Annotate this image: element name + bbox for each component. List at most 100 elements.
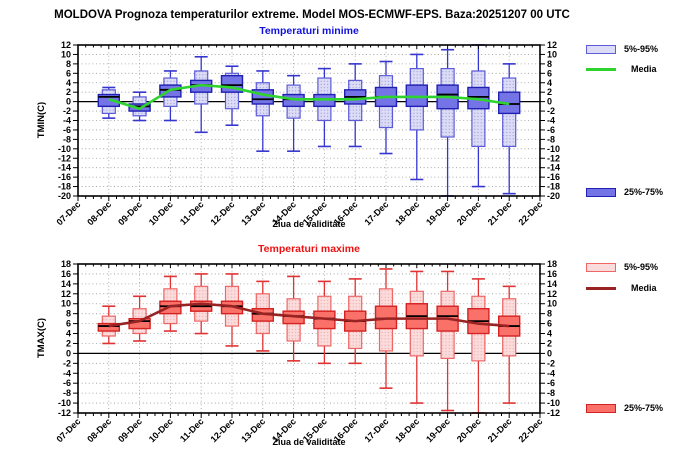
- box-19-Dec: [436, 48, 459, 197]
- tmin-25-75-swatch: [586, 187, 616, 197]
- svg-text:18: 18: [61, 259, 71, 269]
- svg-text:0: 0: [547, 348, 552, 358]
- svg-text:-4: -4: [63, 368, 71, 378]
- box-15-Dec: [313, 67, 336, 148]
- svg-text:8: 8: [66, 309, 71, 319]
- box-16-Dec: [344, 63, 367, 148]
- box-11-Dec: [189, 55, 213, 134]
- svg-text:-12: -12: [547, 153, 560, 163]
- tmax-x-axis-label: Ziua de validitate: [272, 437, 346, 447]
- tmin-legend-25-75: 25%-75%: [586, 187, 663, 197]
- box-series: [97, 268, 521, 414]
- svg-text:12: 12: [547, 40, 557, 50]
- svg-text:-6: -6: [63, 125, 71, 135]
- box-21-Dec: [498, 285, 521, 404]
- svg-text:6: 6: [66, 319, 71, 329]
- svg-text:-12: -12: [547, 408, 560, 418]
- svg-text:-2: -2: [63, 106, 71, 116]
- box-13-Dec: [251, 280, 275, 352]
- svg-text:-18: -18: [58, 182, 71, 192]
- svg-text:-18: -18: [547, 182, 560, 192]
- mean-line: [108, 302, 510, 328]
- page-title: MOLDOVA Prognoza temperaturilor extreme.…: [54, 9, 570, 21]
- tmin-5-95-swatch: [586, 44, 616, 54]
- svg-text:-16: -16: [547, 172, 560, 182]
- svg-text:2: 2: [547, 87, 552, 97]
- svg-text:10: 10: [61, 49, 71, 59]
- gridlines: [78, 264, 540, 413]
- box-17-Dec: [374, 268, 398, 389]
- svg-text:-10: -10: [547, 398, 560, 408]
- svg-text:10: 10: [61, 299, 71, 309]
- box-18-Dec: [405, 270, 428, 404]
- box-20-Dec: [467, 44, 490, 188]
- svg-text:2: 2: [66, 87, 71, 97]
- svg-text:2: 2: [547, 338, 552, 348]
- box-17-Dec: [374, 60, 398, 155]
- svg-text:-6: -6: [63, 378, 71, 388]
- box-14-Dec: [282, 74, 305, 152]
- tmax-5-95-label: 5%-95%: [624, 262, 659, 272]
- plot-border: [77, 263, 541, 414]
- box-12-Dec: [220, 65, 244, 127]
- svg-text:-14: -14: [547, 163, 560, 173]
- tmax-legend-media: Media: [586, 283, 657, 293]
- svg-text:-2: -2: [547, 358, 555, 368]
- tmax-25-75-swatch: [586, 403, 616, 413]
- tmin-5-95-label: 5%-95%: [624, 44, 659, 54]
- tmax-legend-25-75: 25%-75%: [586, 403, 663, 413]
- tmax-subtitle: Temperaturi maxime: [258, 243, 360, 255]
- svg-text:16: 16: [547, 269, 557, 279]
- svg-text:6: 6: [547, 319, 552, 329]
- tmin-media-label: Media: [631, 64, 657, 74]
- svg-text:-8: -8: [547, 388, 555, 398]
- tmin-x-axis-label: Ziua de validitate: [272, 219, 346, 229]
- axis-ticks: [73, 44, 545, 201]
- tmin-media-swatch: [586, 67, 616, 71]
- svg-text:0: 0: [66, 97, 71, 107]
- box-21-Dec: [498, 63, 521, 195]
- svg-text:8: 8: [547, 309, 552, 319]
- tmax-25-75-label: 25%-75%: [624, 403, 664, 413]
- svg-text:-20: -20: [58, 191, 71, 201]
- box-14-Dec: [282, 275, 305, 362]
- tmin-legend-5-95: 5%-95%: [586, 44, 658, 54]
- mean-line: [108, 83, 510, 111]
- svg-text:-10: -10: [58, 398, 71, 408]
- box-13-Dec: [251, 70, 275, 152]
- svg-text:4: 4: [66, 78, 71, 88]
- svg-text:-10: -10: [547, 144, 560, 154]
- svg-text:4: 4: [547, 78, 552, 88]
- svg-text:-10: -10: [58, 144, 71, 154]
- svg-text:0: 0: [547, 97, 552, 107]
- box-12-Dec: [220, 273, 244, 347]
- svg-text:12: 12: [61, 289, 71, 299]
- svg-text:14: 14: [547, 279, 557, 289]
- svg-text:-2: -2: [63, 358, 71, 368]
- svg-text:-14: -14: [58, 163, 71, 173]
- svg-text:16: 16: [61, 269, 71, 279]
- svg-text:12: 12: [547, 289, 557, 299]
- svg-text:-6: -6: [547, 378, 555, 388]
- gridlines: [78, 45, 540, 196]
- box-15-Dec: [313, 280, 336, 365]
- svg-text:4: 4: [66, 329, 71, 339]
- svg-text:-20: -20: [547, 191, 560, 201]
- svg-text:-8: -8: [63, 134, 71, 144]
- svg-text:-2: -2: [547, 106, 555, 116]
- tmax-5-95-swatch: [586, 262, 616, 272]
- svg-text:10: 10: [547, 49, 557, 59]
- svg-text:8: 8: [547, 59, 552, 69]
- svg-text:-8: -8: [63, 388, 71, 398]
- box-10-Dec: [159, 275, 182, 332]
- tmin-legend-media: Media: [586, 64, 657, 74]
- svg-text:-12: -12: [58, 153, 71, 163]
- box-18-Dec: [405, 53, 428, 181]
- svg-text:14: 14: [61, 279, 71, 289]
- box-20-Dec: [467, 278, 490, 414]
- svg-text:4: 4: [547, 329, 552, 339]
- svg-text:-8: -8: [547, 134, 555, 144]
- tmax-media-swatch: [586, 286, 616, 290]
